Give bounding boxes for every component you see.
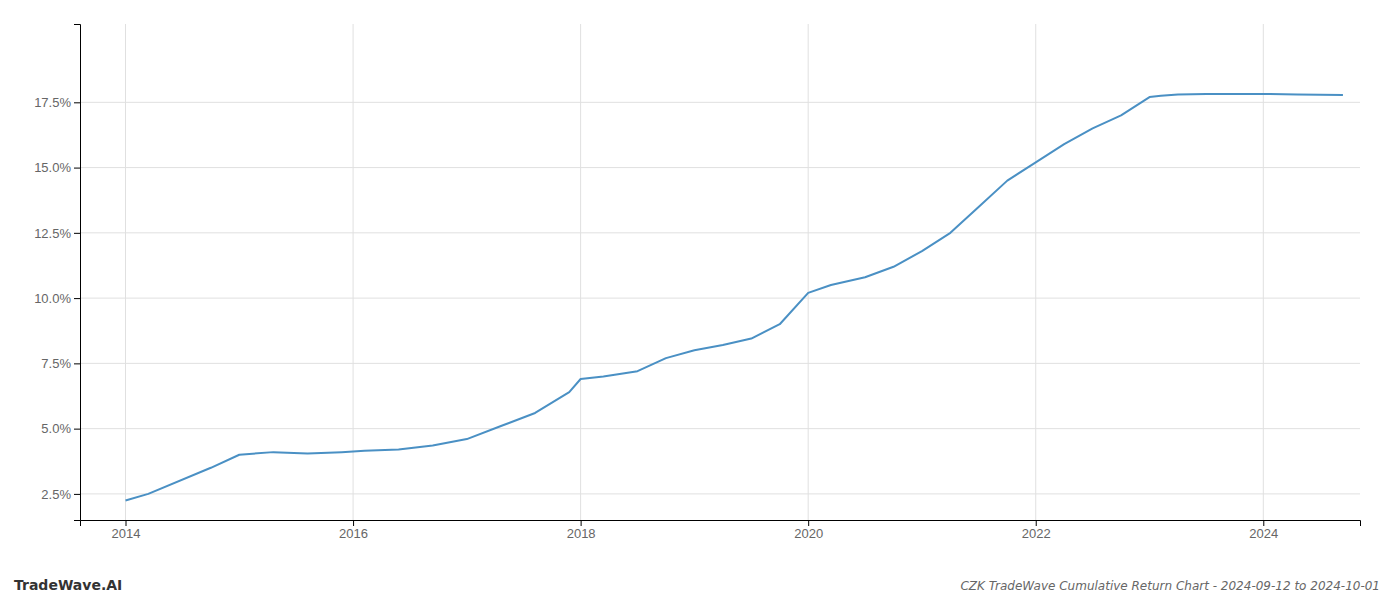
y-tick-mark bbox=[74, 102, 80, 103]
watermark: TradeWave.AI bbox=[14, 577, 122, 593]
y-axis: 2.5% 5.0% 7.5% 10.0% 12.5% 15.0% 17.5% bbox=[34, 25, 80, 521]
x-tick-mark bbox=[581, 520, 582, 526]
y-tick: 17.5% bbox=[34, 95, 80, 110]
y-tick-mark bbox=[74, 298, 80, 299]
x-tick-label: 2016 bbox=[339, 526, 368, 541]
x-tick-label: 2024 bbox=[1249, 526, 1278, 541]
grid-line-y bbox=[80, 232, 1360, 233]
x-axis-line bbox=[81, 521, 1361, 527]
x-tick-label: 2018 bbox=[567, 526, 596, 541]
grid-line-x bbox=[1263, 24, 1264, 520]
grid-line-y bbox=[80, 363, 1360, 364]
x-tick-mark bbox=[1036, 520, 1037, 526]
grid-line-y bbox=[80, 298, 1360, 299]
y-tick: 7.5% bbox=[41, 356, 80, 371]
y-tick: 12.5% bbox=[34, 226, 80, 241]
y-tick: 15.0% bbox=[34, 160, 80, 175]
x-tick-mark bbox=[808, 520, 809, 526]
y-tick-mark bbox=[74, 363, 80, 364]
y-axis-line bbox=[74, 25, 81, 521]
marks bbox=[126, 94, 1343, 500]
y-tick-label: 10.0% bbox=[34, 291, 71, 306]
y-tick-mark bbox=[74, 429, 80, 430]
x-axis: 2014 2016 2018 2020 2022 2024 bbox=[81, 520, 1361, 541]
grid-line-x bbox=[125, 24, 126, 520]
y-tick-label: 15.0% bbox=[34, 160, 71, 175]
plot-area: 2014 2016 2018 2020 2022 2024 2.5% 5.0% 7.5% 10.0… bbox=[34, 24, 1360, 541]
x-tick: 2022 bbox=[1022, 520, 1051, 541]
x-tick-mark bbox=[1263, 520, 1264, 526]
y-tick-label: 17.5% bbox=[34, 95, 71, 110]
y-tick-label: 7.5% bbox=[41, 356, 71, 371]
chart: 2014 2016 2018 2020 2022 2024 2.5% 5.0% 7.5% 10.0… bbox=[0, 0, 1400, 600]
x-tick-mark bbox=[126, 520, 127, 526]
y-tick-label: 2.5% bbox=[41, 487, 71, 502]
y-tick: 10.0% bbox=[34, 291, 80, 306]
x-tick: 2020 bbox=[794, 520, 823, 541]
y-tick-mark bbox=[74, 233, 80, 234]
x-tick: 2016 bbox=[339, 520, 368, 541]
y-tick-label: 5.0% bbox=[41, 421, 71, 436]
grid-line-y bbox=[80, 493, 1360, 494]
grid-line-x bbox=[580, 24, 581, 520]
grid-line-x bbox=[808, 24, 809, 520]
grid-line-x bbox=[353, 24, 354, 520]
x-tick: 2018 bbox=[567, 520, 596, 541]
y-tick-label: 12.5% bbox=[34, 226, 71, 241]
grid-line-y bbox=[80, 167, 1360, 168]
x-tick: 2014 bbox=[112, 520, 141, 541]
grid bbox=[80, 24, 1360, 520]
x-tick-label: 2014 bbox=[112, 526, 141, 541]
grid-line-y bbox=[80, 428, 1360, 429]
y-tick-mark bbox=[74, 494, 80, 495]
x-tick-label: 2020 bbox=[794, 526, 823, 541]
y-tick-mark bbox=[74, 168, 80, 169]
x-tick-mark bbox=[353, 520, 354, 526]
x-tick-label: 2022 bbox=[1022, 526, 1051, 541]
grid-line-y bbox=[80, 102, 1360, 103]
y-tick: 2.5% bbox=[41, 487, 80, 502]
y-tick: 5.0% bbox=[41, 421, 80, 436]
x-tick: 2024 bbox=[1249, 520, 1278, 541]
line bbox=[126, 94, 1343, 500]
title: CZK TradeWave Cumulative Return Chart - … bbox=[960, 579, 1380, 593]
grid-line-x bbox=[1035, 24, 1036, 520]
